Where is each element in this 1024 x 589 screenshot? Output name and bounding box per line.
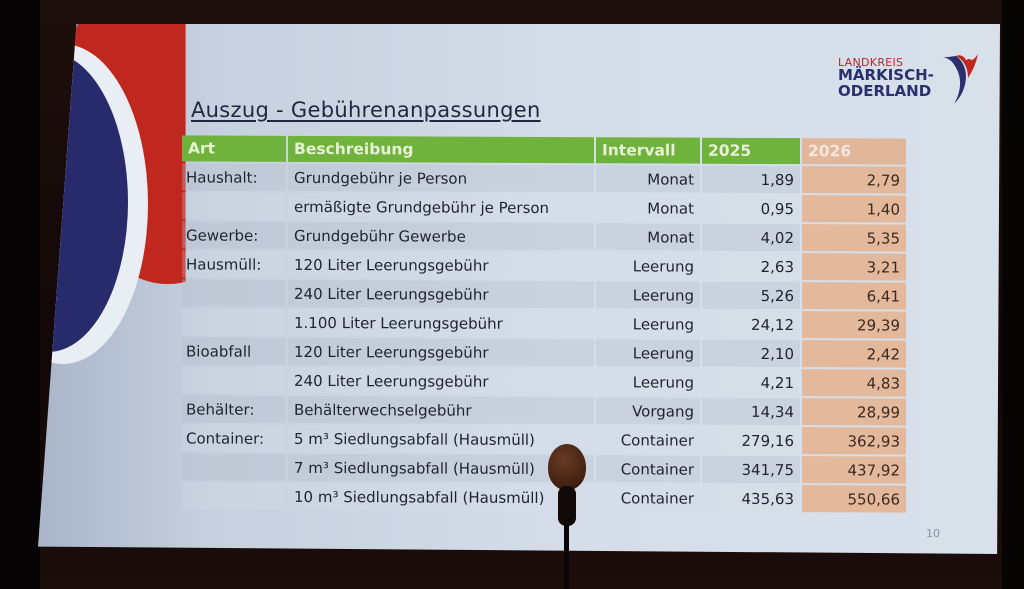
cell-2026: 6,41	[802, 282, 906, 310]
header-art: Art	[182, 135, 286, 162]
table-row: 7 m³ Siedlungsabfall (Hausmüll) Containe…	[182, 453, 906, 484]
cell-beschreibung: Grundgebühr Gewerbe	[288, 221, 594, 251]
table-row: Bioabfall 120 Liter Leerungsgebühr Leeru…	[182, 337, 906, 368]
cell-2025: 2,10	[702, 339, 800, 368]
slide-page-number: 10	[926, 527, 940, 540]
cell-2025: 4,21	[702, 368, 800, 397]
cell-2025: 435,63	[702, 484, 800, 513]
table-row: Container: 5 m³ Siedlungsabfall (Hausmül…	[182, 424, 906, 455]
fee-table: Art Beschreibung Intervall 2025 2026 Hau…	[180, 133, 908, 514]
table-row: Hausmüll: 120 Liter Leerungsgebühr Leeru…	[182, 250, 906, 281]
logo-text: LANDKREIS MÄRKISCH- ODERLAND	[838, 57, 934, 99]
table-row: 10 m³ Siedlungsabfall (Hausmüll) Contain…	[182, 482, 906, 513]
cell-beschreibung: ermäßigte Grundgebühr je Person	[288, 192, 594, 222]
header-beschreibung: Beschreibung	[288, 135, 594, 164]
cell-2026: 3,21	[802, 253, 906, 281]
cell-art	[182, 308, 286, 336]
table-row: Gewerbe: Grundgebühr Gewerbe Monat 4,02 …	[182, 221, 906, 252]
table-row: 240 Liter Leerungsgebühr Leerung 4,21 4,…	[182, 366, 906, 397]
table-row: Haushalt: Grundgebühr je Person Monat 1,…	[182, 163, 906, 194]
cell-2025: 2,63	[702, 252, 800, 281]
cell-intervall: Monat	[596, 194, 700, 222]
cell-art: Gewerbe:	[182, 221, 286, 249]
table-row: Behälter: Behälterwechselgebühr Vorgang …	[182, 395, 906, 426]
cell-beschreibung: 240 Liter Leerungsgebühr	[288, 366, 594, 396]
cell-2026: 437,92	[802, 456, 906, 484]
table-row: ermäßigte Grundgebühr je Person Monat 0,…	[182, 192, 906, 223]
slide-title: Auszug - Gebührenanpassungen	[191, 98, 541, 122]
cell-2025: 341,75	[702, 455, 800, 484]
logo-line-maerkisch: MÄRKISCH-	[838, 66, 934, 85]
cell-2026: 2,79	[802, 166, 906, 194]
logo-figure-icon	[939, 54, 978, 104]
cell-intervall: Leerung	[596, 252, 700, 280]
cell-intervall: Monat	[596, 223, 700, 251]
cell-2025: 1,89	[702, 165, 800, 194]
header-2025: 2025	[702, 137, 800, 165]
cell-intervall: Leerung	[596, 368, 700, 396]
cell-art	[182, 482, 286, 510]
cell-intervall: Vorgang	[596, 397, 700, 425]
cell-2026: 2,42	[802, 340, 906, 368]
cell-art: Container:	[182, 424, 286, 452]
cell-2025: 0,95	[702, 194, 800, 223]
cell-intervall: Container	[596, 426, 700, 454]
cell-2025: 14,34	[702, 397, 800, 426]
cell-2026: 4,83	[802, 369, 906, 397]
table-header-row: Art Beschreibung Intervall 2025 2026	[182, 135, 906, 165]
microphone-head-icon	[548, 444, 586, 490]
cell-intervall: Monat	[596, 165, 700, 193]
logo-line-oderland: ODERLAND	[838, 81, 932, 100]
cell-2026: 362,93	[802, 427, 906, 455]
cell-2026: 1,40	[802, 195, 906, 223]
cell-beschreibung: 240 Liter Leerungsgebühr	[288, 279, 594, 309]
table-row: 240 Liter Leerungsgebühr Leerung 5,26 6,…	[182, 279, 906, 310]
cell-art	[182, 279, 286, 307]
table-row: 1.100 Liter Leerungsgebühr Leerung 24,12…	[182, 308, 906, 339]
dark-wall-right	[1002, 0, 1024, 589]
cell-intervall: Container	[596, 455, 700, 483]
header-intervall: Intervall	[596, 137, 700, 164]
cell-2026: 28,99	[802, 398, 906, 426]
header-2026: 2026	[802, 138, 906, 165]
cell-beschreibung: 120 Liter Leerungsgebühr	[288, 337, 594, 367]
cell-2026: 29,39	[802, 311, 906, 339]
cell-intervall: Leerung	[596, 310, 700, 338]
cell-art: Haushalt:	[182, 163, 286, 191]
cell-beschreibung: Behälterwechselgebühr	[288, 395, 594, 425]
cell-intervall: Leerung	[596, 281, 700, 309]
dark-wall-left	[0, 0, 40, 589]
cell-art	[182, 453, 286, 481]
cell-2025: 5,26	[702, 281, 800, 310]
cell-art: Bioabfall	[182, 337, 286, 365]
district-logo: LANDKREIS MÄRKISCH- ODERLAND	[838, 50, 980, 106]
cell-art: Behälter:	[182, 395, 286, 423]
cell-beschreibung: Grundgebühr je Person	[288, 163, 594, 193]
logo-line-landkreis: LANDKREIS	[838, 56, 904, 70]
cell-beschreibung: 1.100 Liter Leerungsgebühr	[288, 308, 594, 338]
cell-beschreibung: 5 m³ Siedlungsabfall (Hausmüll)	[288, 424, 594, 454]
cell-2025: 279,16	[702, 426, 800, 455]
cell-art	[182, 192, 286, 220]
cell-2026: 550,66	[802, 485, 906, 513]
cell-intervall: Container	[596, 484, 700, 512]
cell-art: Hausmüll:	[182, 250, 286, 278]
cell-beschreibung: 10 m³ Siedlungsabfall (Hausmüll)	[288, 482, 594, 512]
cell-2026: 5,35	[802, 224, 906, 252]
cell-2025: 24,12	[702, 310, 800, 339]
cell-beschreibung: 120 Liter Leerungsgebühr	[288, 250, 594, 280]
cell-intervall: Leerung	[596, 339, 700, 367]
cell-art	[182, 366, 286, 394]
microphone-neck	[558, 486, 576, 526]
microphone-stand	[564, 520, 569, 589]
projected-slide: Auszug - Gebührenanpassungen LANDKREIS M…	[38, 24, 1000, 554]
cell-2025: 4,02	[702, 223, 800, 252]
